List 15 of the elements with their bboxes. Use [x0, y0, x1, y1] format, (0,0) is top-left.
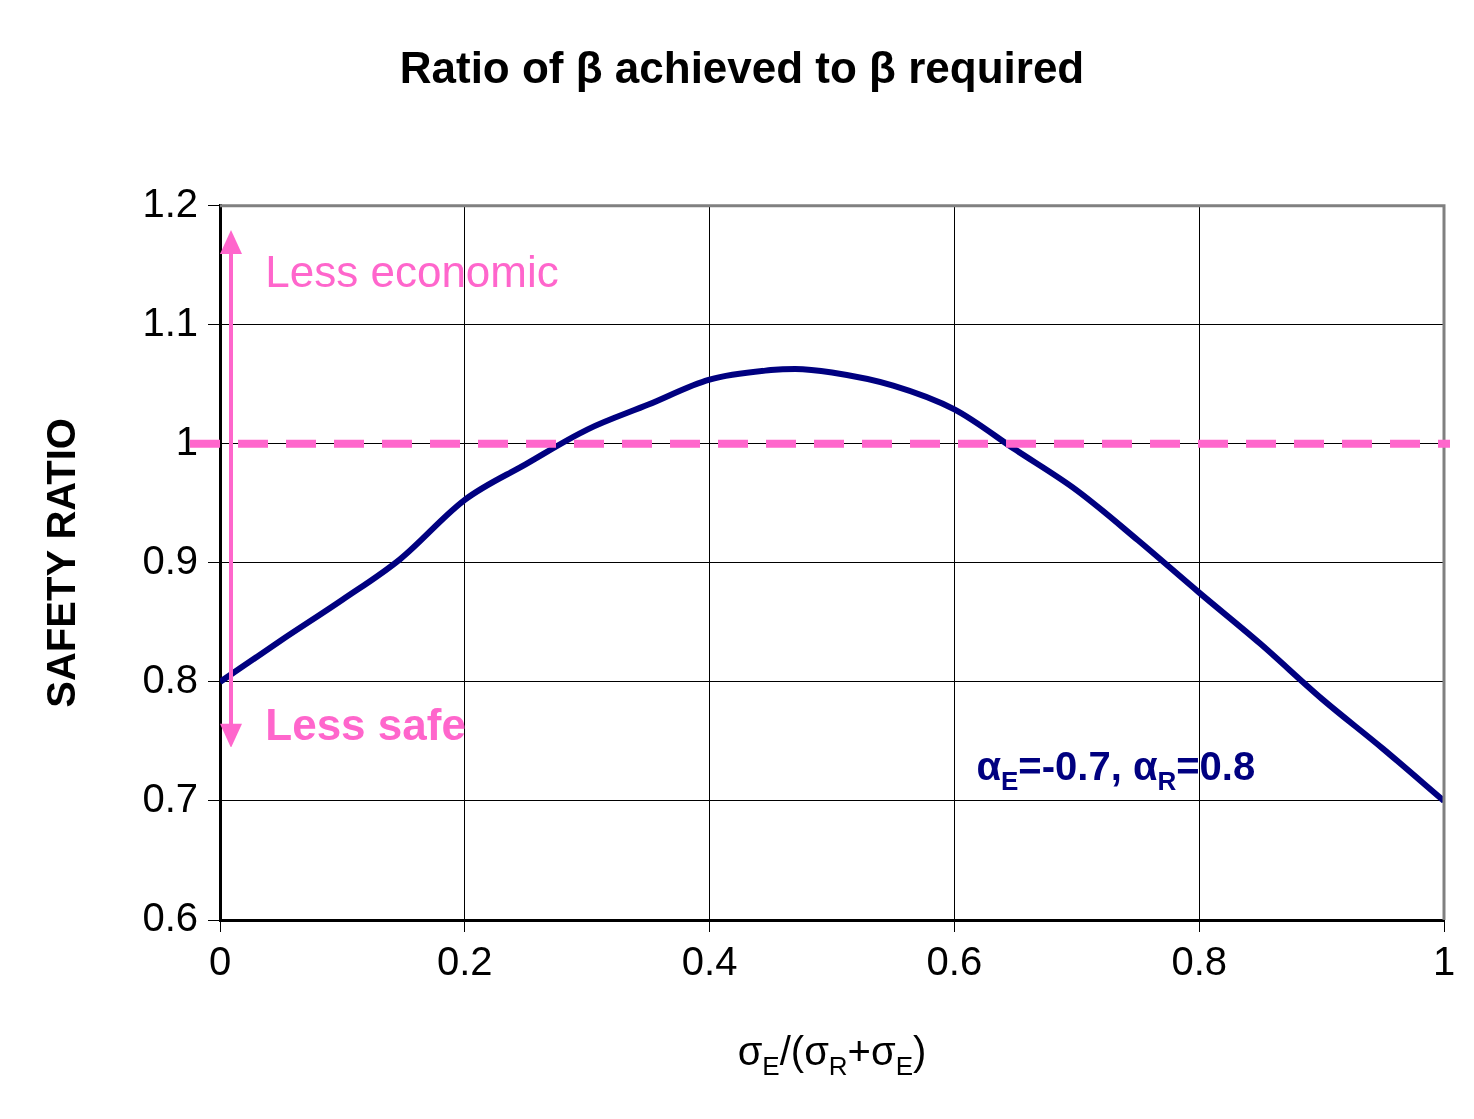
x-tick-label: 0	[208, 939, 232, 984]
y-tick-label: 1.2	[142, 180, 198, 225]
y-tick-label: 0.7	[142, 776, 198, 820]
y-tick-label: 0.9	[142, 537, 198, 582]
x-tick-label: 0.4	[681, 939, 738, 984]
x-tick-label: 0.8	[1171, 939, 1227, 984]
y-tick-label: 1.1	[142, 299, 198, 344]
y-axis-title: SAFETY RATIO	[39, 418, 84, 708]
chart-title: Ratio of β achieved to β required	[399, 42, 1085, 92]
y-tick-label: 0.8	[142, 656, 198, 701]
x-tick-label: 0.6	[926, 939, 983, 984]
x-tick-label: 1	[1432, 939, 1456, 984]
y-tick-label: 0.6	[142, 895, 198, 940]
y-tick-label: 1	[175, 418, 198, 463]
x-tick-label: 0.2	[437, 939, 493, 984]
